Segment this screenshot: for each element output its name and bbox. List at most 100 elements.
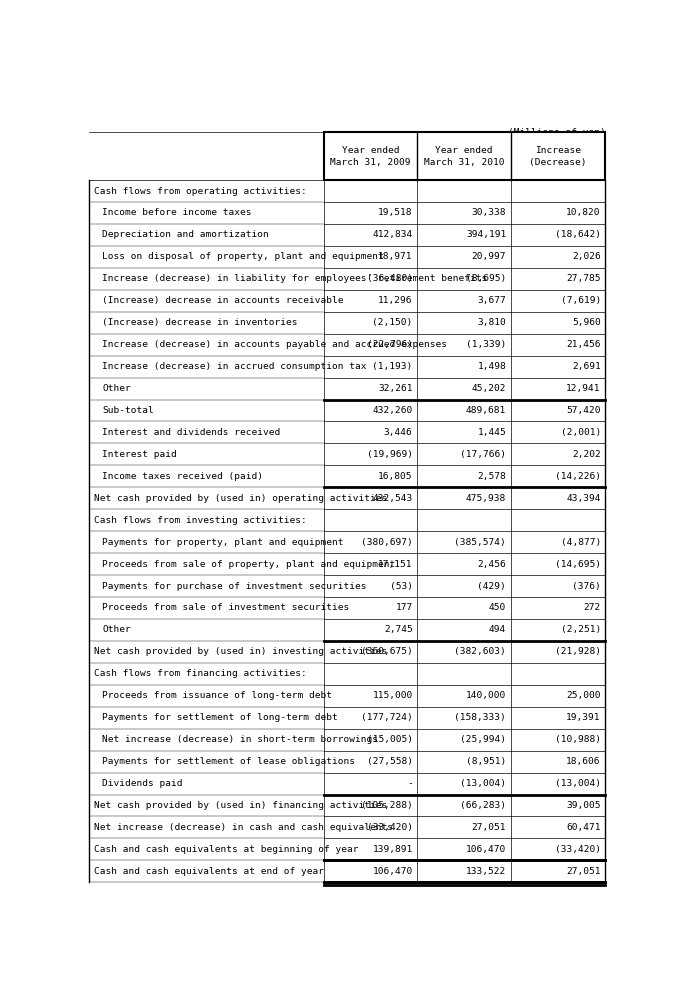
Text: Net increase (decrease) in cash and cash equivalents: Net increase (decrease) in cash and cash… [94,823,393,832]
Text: 3,810: 3,810 [477,318,506,327]
Text: 45,202: 45,202 [472,384,506,393]
Text: 17,151: 17,151 [378,560,412,569]
Text: 2,026: 2,026 [572,252,600,261]
Text: 27,051: 27,051 [472,823,506,832]
Text: 2,745: 2,745 [384,625,412,634]
Text: (27,558): (27,558) [367,757,412,766]
Text: Net increase (decrease) in short-term borrowings: Net increase (decrease) in short-term bo… [102,735,378,744]
Text: 475,938: 475,938 [466,494,506,503]
Text: Net cash provided by (used in) financing activities: Net cash provided by (used in) financing… [94,801,387,810]
Text: 18,606: 18,606 [566,757,600,766]
Text: Other: Other [102,384,131,393]
Text: 43,394: 43,394 [566,494,600,503]
Text: Income taxes received (paid): Income taxes received (paid) [102,472,263,481]
Text: (8,951): (8,951) [466,757,506,766]
Text: (22,796): (22,796) [367,340,412,349]
Text: -: - [407,779,412,788]
Text: Year ended
March 31, 2010: Year ended March 31, 2010 [424,146,504,167]
Text: (Millions of yen): (Millions of yen) [508,128,605,137]
Text: Increase
(Decrease): Increase (Decrease) [529,146,587,167]
Text: 5,960: 5,960 [572,318,600,327]
Text: 133,522: 133,522 [466,867,506,876]
Text: (8,695): (8,695) [466,274,506,283]
Text: Cash flows from operating activities:: Cash flows from operating activities: [94,187,307,196]
Text: 32,261: 32,261 [378,384,412,393]
Text: 489,681: 489,681 [466,406,506,415]
Text: 139,891: 139,891 [372,845,412,854]
Text: (376): (376) [572,582,600,591]
Text: Cash flows from financing activities:: Cash flows from financing activities: [94,669,307,678]
Text: (177,724): (177,724) [361,713,412,722]
Text: 2,691: 2,691 [572,362,600,371]
Text: 412,834: 412,834 [372,230,412,239]
Text: Dividends paid: Dividends paid [102,779,183,788]
Text: 2,456: 2,456 [477,560,506,569]
Text: 27,051: 27,051 [566,867,600,876]
Text: Sub-total: Sub-total [102,406,154,415]
Text: 25,000: 25,000 [566,691,600,700]
Text: 140,000: 140,000 [466,691,506,700]
Text: Payments for purchase of investment securities: Payments for purchase of investment secu… [102,582,367,591]
Text: (7,619): (7,619) [561,296,600,305]
Text: (429): (429) [477,582,506,591]
Text: (Increase) decrease in inventories: (Increase) decrease in inventories [102,318,298,327]
Text: Payments for settlement of lease obligations: Payments for settlement of lease obligat… [102,757,355,766]
Text: Proceeds from sale of property, plant and equipment: Proceeds from sale of property, plant an… [102,560,395,569]
Bar [324,132,605,180]
Text: 12,941: 12,941 [566,384,600,393]
Text: 2,202: 2,202 [572,450,600,459]
Text: 494: 494 [489,625,506,634]
Text: Other: Other [102,625,131,634]
Text: Loss on disposal of property, plant and equipment: Loss on disposal of property, plant and … [102,252,385,261]
Text: Cash and cash equivalents at end of year: Cash and cash equivalents at end of year [94,867,324,876]
Text: 30,338: 30,338 [472,208,506,217]
Text: (66,283): (66,283) [460,801,506,810]
Text: 10,820: 10,820 [566,208,600,217]
Text: (33,420): (33,420) [367,823,412,832]
Text: 19,391: 19,391 [566,713,600,722]
Text: 450: 450 [489,603,506,612]
Text: (105,288): (105,288) [361,801,412,810]
Text: 20,997: 20,997 [472,252,506,261]
Text: 39,005: 39,005 [566,801,600,810]
Text: (382,603): (382,603) [454,647,506,656]
Text: (14,226): (14,226) [554,472,600,481]
Text: 177: 177 [395,603,412,612]
Text: (380,697): (380,697) [361,538,412,547]
Text: (10,988): (10,988) [554,735,600,744]
Text: (33,420): (33,420) [554,845,600,854]
Text: 3,677: 3,677 [477,296,506,305]
Text: Payments for settlement of long-term debt: Payments for settlement of long-term deb… [102,713,338,722]
Text: (17,766): (17,766) [460,450,506,459]
Text: Proceeds from sale of investment securities: Proceeds from sale of investment securit… [102,603,350,612]
Text: Payments for property, plant and equipment: Payments for property, plant and equipme… [102,538,344,547]
Text: Interest paid: Interest paid [102,450,177,459]
Text: 57,420: 57,420 [566,406,600,415]
Text: (15,005): (15,005) [367,735,412,744]
Text: Increase (decrease) in liability for employees' retirement benefits: Increase (decrease) in liability for emp… [102,274,487,283]
Text: 432,260: 432,260 [372,406,412,415]
Text: 18,971: 18,971 [378,252,412,261]
Text: (25,994): (25,994) [460,735,506,744]
Text: Proceeds from issuance of long-term debt: Proceeds from issuance of long-term debt [102,691,332,700]
Text: 432,543: 432,543 [372,494,412,503]
Text: 19,518: 19,518 [378,208,412,217]
Text: (4,877): (4,877) [561,538,600,547]
Text: (2,150): (2,150) [372,318,412,327]
Text: (360,675): (360,675) [361,647,412,656]
Text: 11,296: 11,296 [378,296,412,305]
Text: Interest and dividends received: Interest and dividends received [102,428,281,437]
Text: 272: 272 [584,603,600,612]
Text: 1,498: 1,498 [477,362,506,371]
Text: Net cash provided by (used in) operating activities: Net cash provided by (used in) operating… [94,494,387,503]
Text: 115,000: 115,000 [372,691,412,700]
Text: (385,574): (385,574) [454,538,506,547]
Text: (19,969): (19,969) [367,450,412,459]
Text: (36,480): (36,480) [367,274,412,283]
Text: Depreciation and amortization: Depreciation and amortization [102,230,269,239]
Text: Cash and cash equivalents at beginning of year: Cash and cash equivalents at beginning o… [94,845,358,854]
Text: (2,251): (2,251) [561,625,600,634]
Text: Income before income taxes: Income before income taxes [102,208,252,217]
Text: (21,928): (21,928) [554,647,600,656]
Text: (1,339): (1,339) [466,340,506,349]
